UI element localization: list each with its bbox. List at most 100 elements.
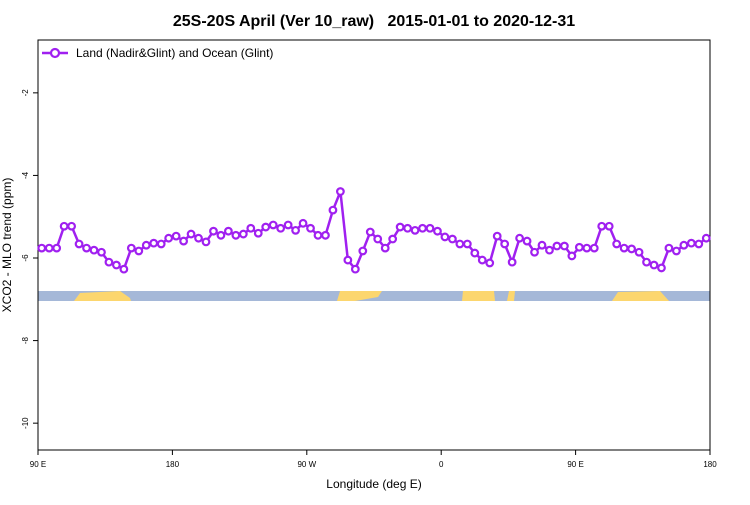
data-point	[156, 239, 166, 249]
x-tick-label: 0	[439, 460, 444, 469]
data-point	[679, 240, 689, 250]
data-point	[560, 241, 569, 251]
data-point	[37, 243, 47, 253]
land-patch	[612, 291, 669, 301]
data-point	[537, 240, 547, 250]
data-point	[627, 244, 636, 254]
data-point	[276, 223, 286, 233]
x-tick-label: 180	[166, 460, 180, 469]
data-point	[686, 238, 696, 248]
data-point	[694, 239, 704, 249]
data-point	[358, 246, 368, 256]
data-point	[126, 243, 136, 253]
x-axis-label: Longitude (deg E)	[326, 477, 421, 491]
data-point	[418, 223, 427, 233]
data-point	[82, 243, 91, 253]
data-point	[134, 246, 144, 256]
data-point	[328, 205, 338, 215]
x-tick-label: 90 W	[297, 460, 316, 469]
data-point	[44, 243, 54, 253]
data-point	[500, 239, 510, 249]
data-point	[141, 240, 151, 250]
y-tick-label: -6	[21, 254, 30, 262]
data-point	[171, 231, 181, 241]
data-point	[657, 263, 666, 273]
data-point	[67, 221, 76, 231]
data-point	[425, 223, 435, 233]
y-tick-label: -2	[21, 89, 30, 97]
data-point	[216, 230, 226, 240]
data-point	[440, 232, 450, 242]
data-point	[582, 243, 592, 253]
data-point	[298, 218, 308, 228]
data-point	[433, 226, 442, 236]
data-point	[492, 231, 502, 241]
data-point	[403, 223, 413, 233]
legend-marker	[49, 47, 61, 59]
data-point	[52, 243, 62, 253]
data-point	[373, 234, 383, 244]
data-point	[410, 225, 420, 235]
data-point	[567, 251, 577, 261]
data-point	[291, 225, 301, 235]
data-point	[388, 234, 398, 244]
data-point	[604, 221, 614, 231]
data-point	[321, 230, 330, 240]
data-point	[589, 243, 599, 253]
data-point	[507, 257, 517, 267]
data-point	[149, 238, 159, 248]
data-point	[485, 258, 495, 268]
data-point	[552, 241, 562, 251]
x-tick-label: 180	[703, 460, 717, 469]
data-point	[574, 242, 584, 252]
data-point	[462, 239, 472, 249]
data-point	[701, 233, 711, 243]
data-point	[343, 255, 353, 265]
data-point	[612, 239, 622, 249]
x-tick-label: 90 E	[30, 460, 46, 469]
data-point	[223, 226, 233, 236]
land-patch	[507, 291, 515, 301]
data-point	[201, 237, 211, 247]
data-point	[672, 246, 681, 256]
data-point	[545, 245, 554, 255]
chart-title: 25S-20S April (Ver 10_raw) 2015-01-01 to…	[173, 13, 575, 30]
data-point	[634, 247, 644, 257]
data-point	[642, 257, 651, 267]
data-point	[515, 233, 524, 243]
data-point	[336, 187, 345, 196]
data-point	[231, 230, 241, 240]
data-point	[649, 260, 659, 270]
y-tick-label: -8	[21, 336, 30, 344]
data-point	[530, 247, 539, 257]
data-point	[522, 236, 532, 246]
data-point	[119, 264, 129, 274]
data-point	[238, 229, 248, 239]
land-patch	[337, 291, 382, 301]
data-point	[111, 260, 121, 270]
data-point	[477, 255, 487, 265]
y-tick-label: -4	[21, 171, 30, 179]
data-point	[455, 239, 465, 249]
data-point	[186, 229, 196, 239]
data-point	[194, 233, 203, 243]
land-patch	[462, 291, 495, 301]
data-point	[97, 247, 106, 257]
data-point	[448, 234, 457, 244]
data-point	[268, 220, 278, 230]
plot-frame	[37, 39, 711, 451]
data-point	[209, 226, 218, 236]
y-tick-label: -10	[21, 417, 30, 429]
data-point	[597, 221, 607, 231]
data-point	[380, 243, 390, 253]
x-tick-label: 90 E	[567, 460, 583, 469]
data-point	[619, 243, 629, 253]
land-ocean-band	[38, 291, 710, 301]
data-point	[664, 243, 674, 253]
data-point	[470, 248, 480, 258]
data-point	[395, 222, 405, 232]
data-point	[164, 233, 174, 243]
y-axis-label: XCO2 - MLO trend (ppm)	[0, 178, 14, 313]
data-point	[283, 220, 293, 230]
